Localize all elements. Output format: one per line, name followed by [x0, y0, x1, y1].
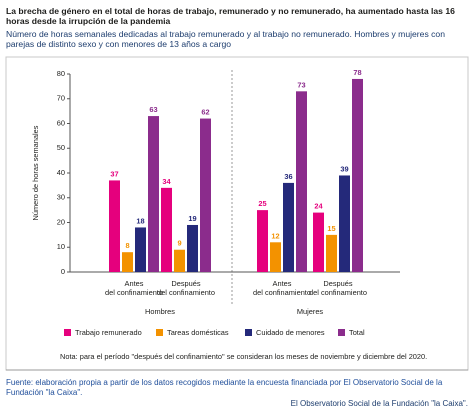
value-label: 25 — [258, 199, 266, 208]
bar — [283, 182, 294, 272]
bar — [187, 224, 198, 272]
bar — [270, 242, 281, 272]
legend-swatch — [156, 329, 163, 336]
bar — [257, 210, 268, 272]
legend-label: Total — [349, 328, 365, 337]
bar — [122, 252, 133, 272]
bar — [161, 187, 172, 272]
value-label: 78 — [353, 68, 361, 77]
y-tick-label: 10 — [57, 242, 65, 251]
y-axis-label: Número de horas semanales — [31, 125, 40, 220]
y-tick-label: 60 — [57, 118, 65, 127]
x-tick-label: del confinamiento — [105, 288, 163, 297]
value-label: 37 — [110, 169, 118, 178]
footer: El Observatorio Social de la Fundación "… — [290, 399, 468, 408]
bar — [326, 234, 337, 272]
y-tick-label: 70 — [57, 94, 65, 103]
value-label: 19 — [188, 214, 196, 223]
y-tick-label: 30 — [57, 193, 65, 202]
title: La brecha de género en el total de horas… — [6, 6, 455, 26]
legend-swatch — [64, 329, 71, 336]
x-tick-label: Antes — [125, 279, 144, 288]
legend-label: Trabajo remunerado — [75, 328, 142, 337]
legend-label: Tareas domésticas — [167, 328, 229, 337]
bar — [148, 116, 159, 272]
value-label: 12 — [271, 231, 279, 240]
value-label: 39 — [340, 164, 348, 173]
y-tick-label: 40 — [57, 168, 65, 177]
bar — [296, 91, 307, 272]
legend-swatch — [245, 329, 252, 336]
value-label: 62 — [201, 108, 209, 117]
value-label: 8 — [125, 241, 129, 250]
bar — [135, 227, 146, 272]
value-label: 63 — [149, 105, 157, 114]
value-label: 34 — [162, 177, 171, 186]
bar — [339, 175, 350, 272]
value-label: 36 — [284, 172, 292, 181]
legend-label: Cuidado de menores — [256, 328, 325, 337]
subtitle: Número de horas semanales dedicadas al t… — [6, 29, 445, 49]
chart-frame — [5, 56, 469, 371]
y-tick-label: 20 — [57, 217, 65, 226]
y-tick-label: 80 — [57, 69, 65, 78]
x-tick-label: del confinamiento — [309, 288, 367, 297]
value-label: 9 — [177, 239, 181, 248]
group-label: Hombres — [145, 307, 175, 316]
y-tick-label: 0 — [61, 267, 65, 276]
bar — [174, 249, 185, 272]
y-tick-label: 50 — [57, 143, 65, 152]
group-label: Mujeres — [297, 307, 324, 316]
x-tick-label: Después — [171, 279, 200, 288]
x-tick-label: Antes — [273, 279, 292, 288]
bar — [200, 118, 211, 272]
bar — [109, 180, 120, 272]
x-tick-label: del confinamiento — [157, 288, 215, 297]
x-tick-label: Después — [323, 279, 352, 288]
value-label: 24 — [314, 202, 323, 211]
value-label: 73 — [297, 80, 305, 89]
x-tick-label: del confinamiento — [253, 288, 311, 297]
bar — [313, 212, 324, 272]
source: Fuente: elaboración propia a partir de l… — [6, 378, 443, 397]
note: Nota: para el período "después del confi… — [60, 352, 427, 361]
value-label: 15 — [327, 224, 335, 233]
legend-swatch — [338, 329, 345, 336]
bar — [352, 78, 363, 272]
value-label: 18 — [136, 216, 144, 225]
